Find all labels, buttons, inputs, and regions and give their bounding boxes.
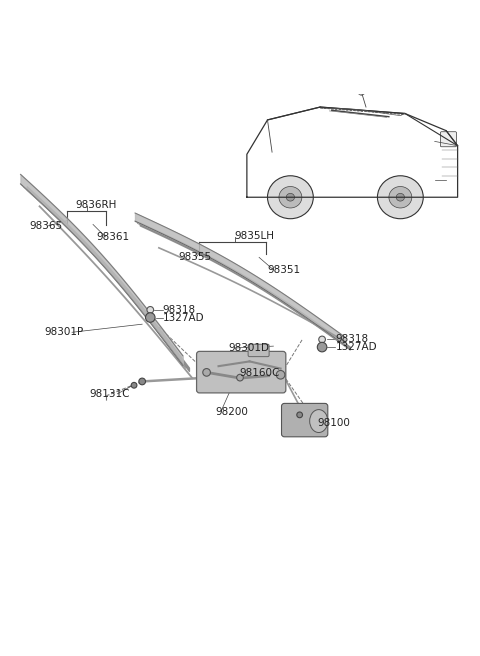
FancyBboxPatch shape: [197, 352, 286, 393]
Text: 98131C: 98131C: [90, 389, 130, 399]
Text: 98355: 98355: [178, 253, 211, 262]
Text: 98200: 98200: [215, 407, 248, 417]
Circle shape: [237, 375, 243, 381]
Text: 98318: 98318: [336, 335, 369, 344]
Text: 98301D: 98301D: [228, 343, 269, 353]
FancyBboxPatch shape: [281, 403, 328, 437]
Text: 1327AD: 1327AD: [163, 312, 204, 323]
Text: 9835LH: 9835LH: [234, 232, 274, 241]
Circle shape: [147, 306, 154, 313]
Circle shape: [276, 371, 285, 379]
Text: 98351: 98351: [268, 265, 301, 275]
Text: 98100: 98100: [317, 419, 350, 428]
Circle shape: [317, 342, 327, 352]
FancyBboxPatch shape: [248, 344, 269, 357]
Text: 98160C: 98160C: [239, 368, 279, 379]
Ellipse shape: [310, 409, 328, 432]
Circle shape: [131, 382, 137, 388]
Circle shape: [297, 412, 302, 418]
Circle shape: [203, 369, 210, 376]
Text: 98301P: 98301P: [44, 327, 84, 337]
Text: 98361: 98361: [96, 232, 129, 242]
Text: 98365: 98365: [29, 221, 62, 231]
Circle shape: [319, 336, 325, 343]
Circle shape: [139, 378, 145, 385]
Text: 1327AD: 1327AD: [336, 342, 377, 352]
Text: 98318: 98318: [163, 305, 196, 315]
Text: 9836RH: 9836RH: [75, 200, 117, 210]
Circle shape: [145, 313, 155, 322]
